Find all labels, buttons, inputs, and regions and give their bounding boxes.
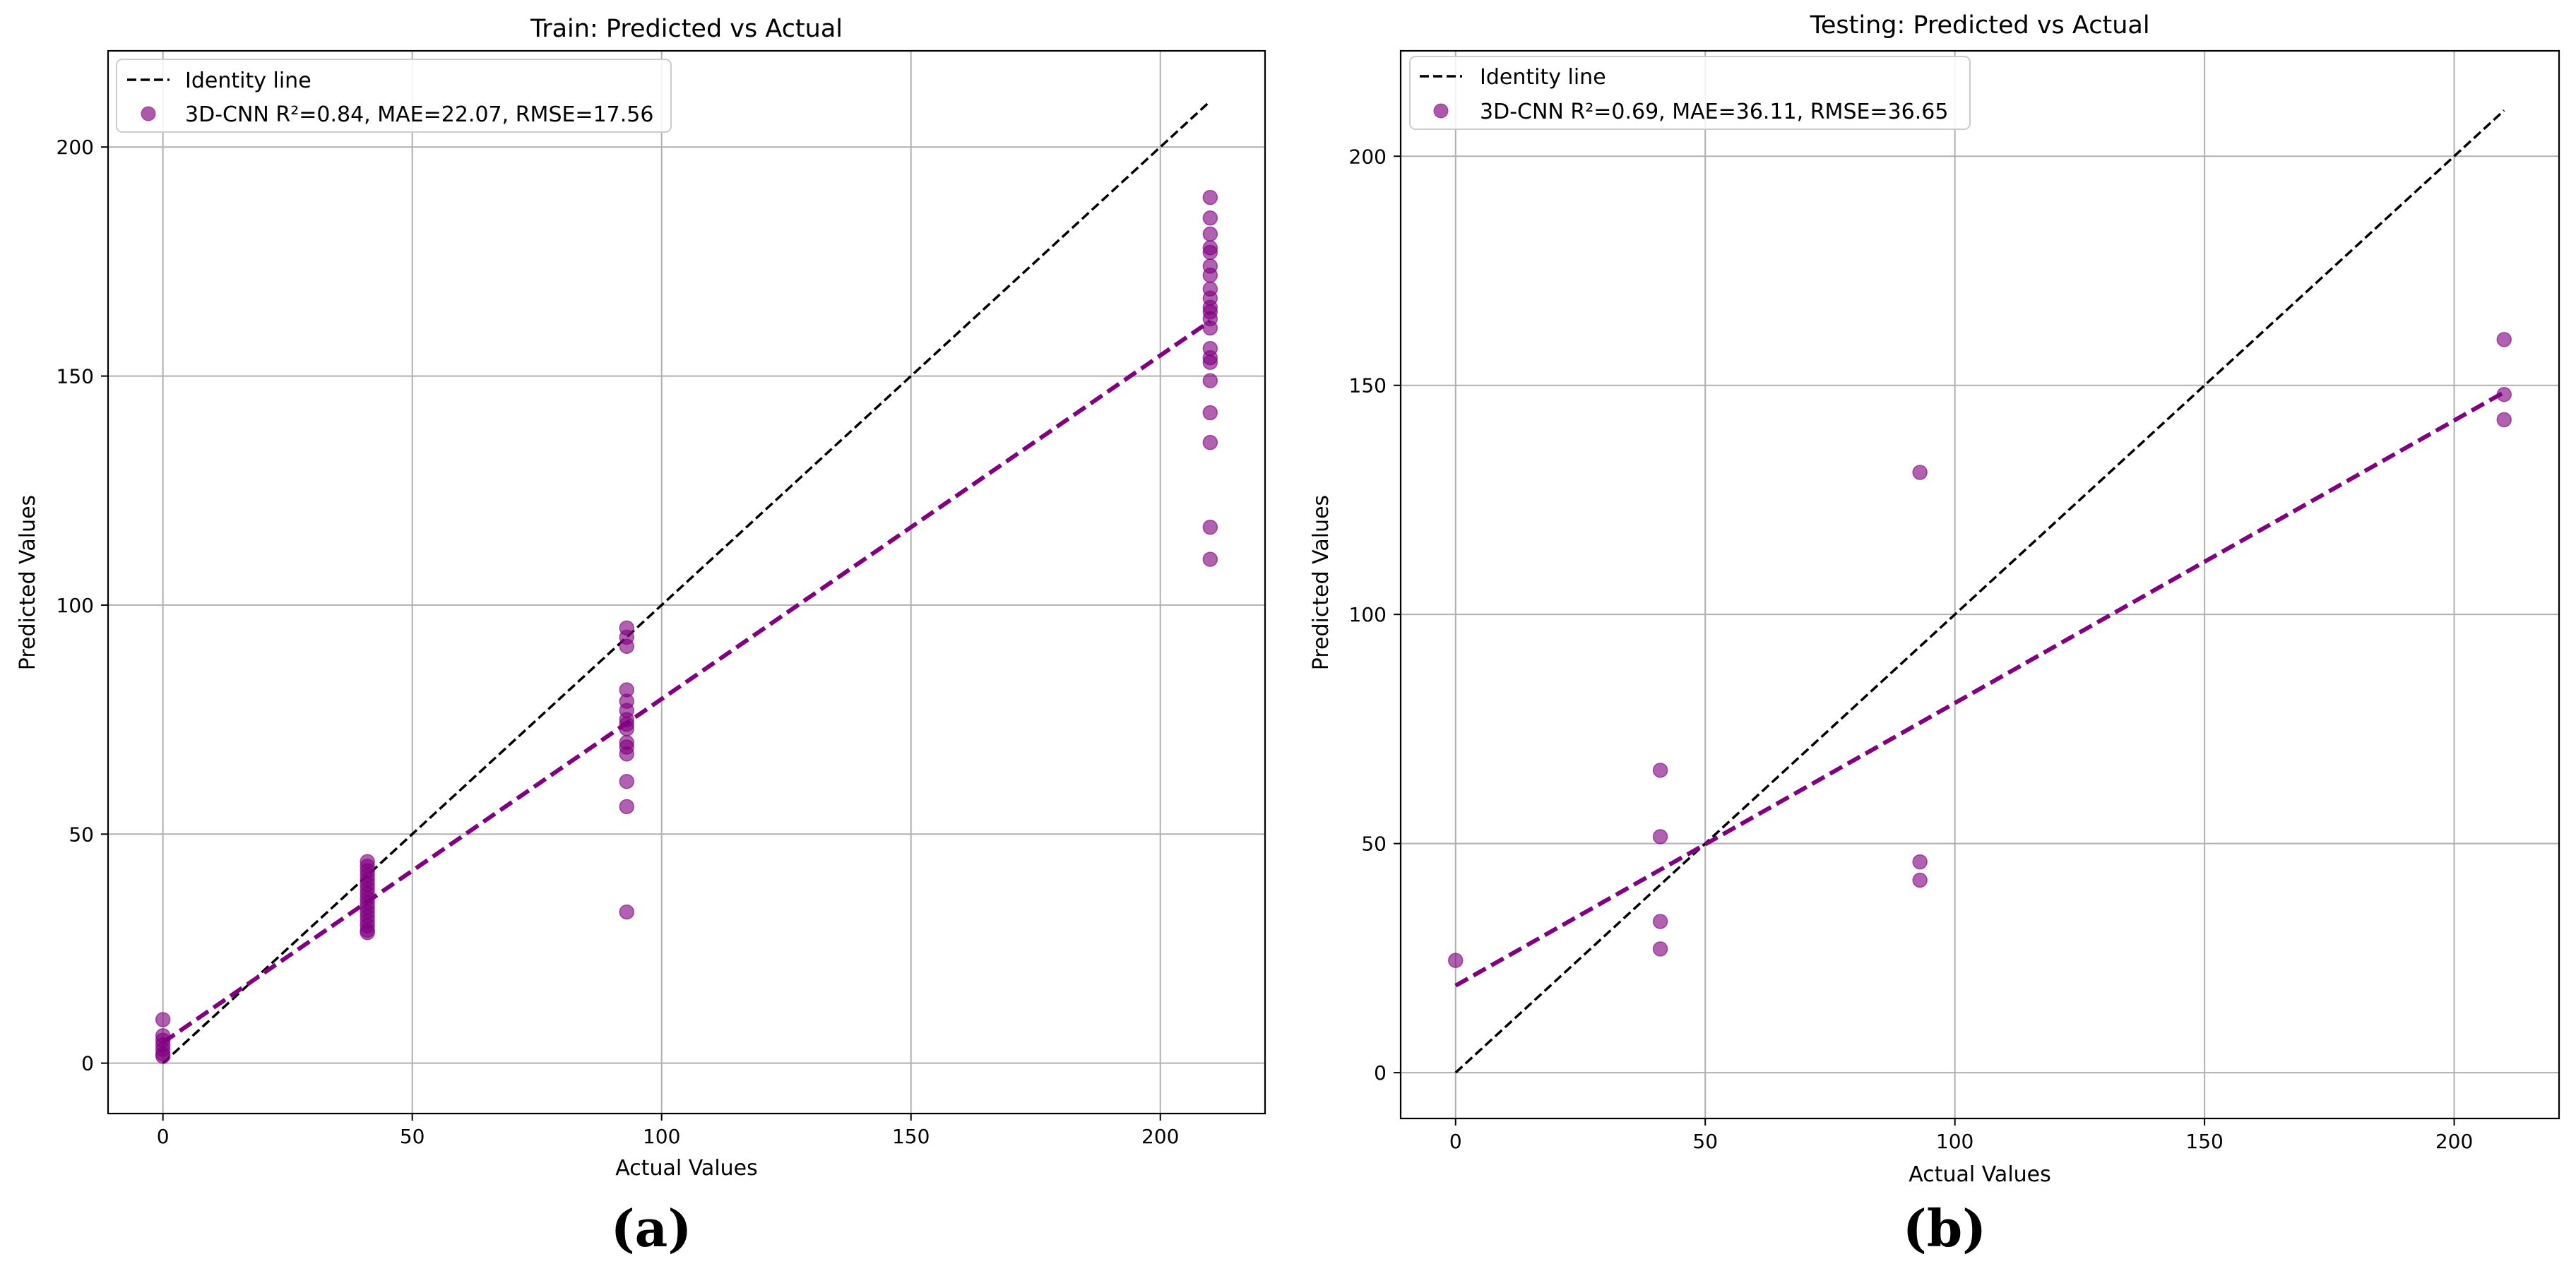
y-tick-label: 50 — [69, 823, 94, 846]
scatter-point — [1652, 829, 1668, 845]
x-tick-label: 50 — [1692, 1130, 1718, 1153]
x-tick-label: 100 — [643, 1125, 680, 1148]
scatter-point — [1652, 941, 1668, 957]
x-tick-label: 0 — [157, 1125, 170, 1148]
legend-scatter-label: 3D-CNN R²=0.84, MAE=22.07, RMSE=17.56 — [185, 102, 653, 127]
y-axis-label: Predicted Values — [1309, 495, 1334, 670]
scatter-point — [619, 799, 635, 815]
chart-marks — [1448, 109, 2512, 1074]
y-tick-label: 100 — [57, 594, 94, 617]
legend-identity-label: Identity line — [185, 68, 311, 93]
x-tick-label: 0 — [1449, 1130, 1462, 1153]
scatter-point — [1202, 434, 1218, 450]
scatter-point — [1652, 763, 1668, 778]
x-axis-label: Actual Values — [1909, 1162, 2051, 1187]
identity-line — [1454, 109, 2505, 1074]
x-tick-label: 50 — [400, 1125, 425, 1148]
grid — [1401, 51, 2559, 1118]
scatter-point — [1912, 872, 1928, 888]
x-tick-label: 150 — [2185, 1130, 2223, 1153]
scatter-point — [1912, 854, 1928, 870]
scatter-point — [1202, 189, 1218, 205]
scatter-point — [2496, 332, 2512, 347]
y-axis-label: Predicted Values — [16, 495, 40, 670]
x-tick-label: 100 — [1936, 1130, 1973, 1153]
plot-area-frame — [1399, 49, 2560, 1120]
identity-line — [162, 100, 1211, 1064]
x-tick-label: 200 — [1141, 1125, 1179, 1148]
y-tick-label: 0 — [1374, 1061, 1387, 1085]
panel-a: 0 50 100 150 200 0 50 100 150 200 Train: Predicte… — [16, 15, 1266, 1258]
grid — [108, 51, 1265, 1114]
chart-title: Train: Predicted vs Actual — [530, 15, 843, 43]
legend-identity-label: Identity line — [1480, 65, 1606, 90]
y-tick-label: 200 — [57, 136, 94, 159]
legend-box — [116, 59, 672, 133]
scatter-point — [1202, 226, 1218, 242]
legend-box — [1409, 56, 1971, 130]
panel-b: 0 50 100 150 200 0 50 100 150 200 Testing: Predic… — [1309, 11, 2560, 1258]
chart-marks — [155, 100, 1218, 1064]
y-tick-label: 150 — [57, 365, 94, 388]
y-tick-label: 150 — [1349, 374, 1387, 398]
fit-line — [161, 319, 1212, 1044]
scatter-point — [2496, 412, 2512, 428]
chart-title: Testing: Predicted vs Actual — [1809, 11, 2149, 40]
y-tick-label: 0 — [81, 1052, 94, 1075]
y-tick-label: 200 — [1349, 145, 1387, 168]
scatter-point — [1202, 244, 1218, 261]
plot-area-frame — [107, 49, 1266, 1115]
scatter-point — [1202, 354, 1218, 370]
panel-label: (b) — [1903, 1198, 1986, 1258]
scatter-point — [619, 904, 635, 920]
axis-ticks: 0 50 100 150 200 0 50 100 150 200 — [57, 136, 1180, 1148]
scatter-point — [619, 746, 635, 762]
scatter-point — [1202, 268, 1218, 283]
scatter-point — [1912, 465, 1928, 480]
legend: Identity line 3D-CNN R²=0.69, MAE=36.11,… — [1409, 56, 1971, 130]
scatter-point — [360, 925, 375, 941]
panel-label: (a) — [611, 1198, 692, 1258]
scatter-point — [1202, 551, 1218, 567]
legend-scatter-swatch — [1433, 103, 1449, 119]
y-tick-label: 100 — [1349, 603, 1387, 626]
scatter-point — [619, 638, 635, 655]
scatter-point — [155, 1049, 171, 1064]
legend-scatter-label: 3D-CNN R²=0.69, MAE=36.11, RMSE=36.65 — [1480, 100, 1948, 124]
scatter-point — [155, 1012, 171, 1027]
scatter-point — [1202, 519, 1218, 535]
x-axis-label: Actual Values — [615, 1156, 758, 1181]
x-tick-label: 150 — [892, 1125, 930, 1148]
scatter-point — [1202, 405, 1218, 421]
y-tick-label: 50 — [1361, 833, 1387, 856]
legend-scatter-swatch — [141, 106, 156, 121]
scatter-point — [1448, 953, 1464, 968]
fit-line — [1454, 390, 2505, 988]
scatter-point — [619, 773, 635, 789]
scatter-point — [1202, 373, 1218, 388]
scatter-point — [1202, 210, 1218, 226]
scatter-point — [1652, 914, 1668, 929]
legend: Identity line 3D-CNN R²=0.84, MAE=22.07,… — [116, 59, 672, 133]
axis-ticks: 0 50 100 150 200 0 50 100 150 200 — [1349, 145, 2474, 1153]
x-tick-label: 200 — [2435, 1130, 2473, 1153]
